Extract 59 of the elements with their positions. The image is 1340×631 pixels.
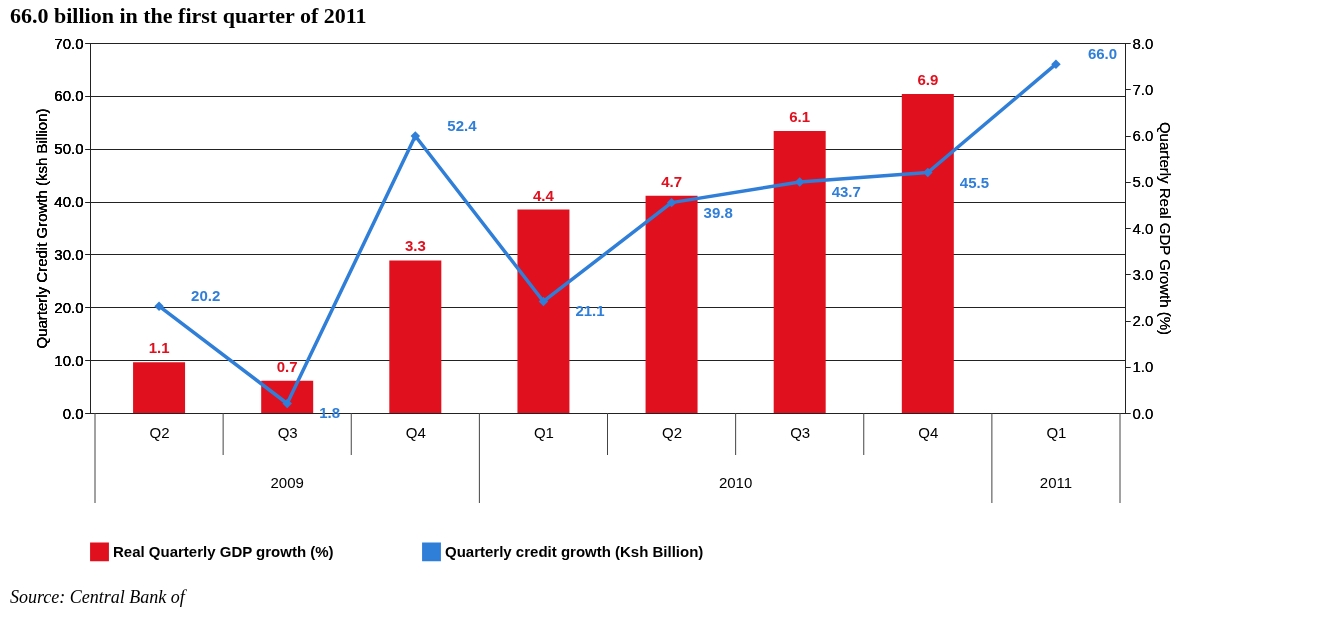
y-tick-label: 20.0	[54, 298, 84, 316]
y-tick-label: 40.0	[54, 193, 84, 211]
legend-label: Quarterly credit growth (Ksh Billion)	[445, 542, 704, 560]
y2-tick-label: 4.0	[1132, 219, 1154, 237]
x-tick-label: Q4	[918, 423, 939, 441]
data-label: 20.2	[191, 287, 221, 305]
legend-label: Real Quarterly GDP growth (%)	[113, 542, 334, 560]
y2-tick-label: 0.0	[1132, 404, 1154, 422]
x-tick-label: Q3	[790, 423, 811, 441]
x-tick-label: Q1	[533, 423, 554, 441]
y-tick-label: 10.0	[54, 351, 84, 369]
y-tick-label: 30.0	[54, 245, 84, 263]
point	[410, 131, 421, 141]
x-tick-label: Q1	[1046, 423, 1067, 441]
data-label: 1.1	[148, 339, 170, 357]
data-label: 0.7	[276, 357, 298, 375]
y2-tick-label: 5.0	[1132, 173, 1154, 191]
y2-tick-label: 7.0	[1132, 80, 1154, 98]
data-label: 43.7	[831, 183, 861, 201]
x-tick-label: Q4	[405, 423, 426, 441]
data-label: 45.5	[959, 173, 990, 191]
point	[666, 197, 677, 208]
text: 2011	[1039, 474, 1073, 491]
x-tick-label: Q2	[662, 423, 683, 441]
text: 2010	[718, 474, 753, 491]
y2-axis-title: Quarterly Real GDP Growth (%)	[1157, 121, 1175, 336]
bar	[517, 209, 570, 413]
data-label: 66.0	[1087, 45, 1118, 63]
y2-tick-label: 8.0	[1132, 34, 1154, 52]
point	[923, 167, 933, 178]
point	[154, 301, 164, 311]
data-label: 4.7	[661, 172, 682, 190]
y-tick-label: 50.0	[54, 140, 84, 158]
data-label: 52.4	[447, 117, 478, 135]
data-label: 4.4	[533, 186, 555, 204]
y-tick-label: 60.0	[54, 87, 84, 105]
point	[282, 398, 292, 409]
bar	[133, 362, 186, 413]
bar	[645, 195, 698, 413]
y2-tick-label: 2.0	[1132, 312, 1154, 329]
x-tick-label: Q3	[277, 423, 298, 441]
bar	[773, 130, 826, 413]
source-note: Source: Central Bank of	[10, 587, 188, 607]
y2-tick-label: 6.0	[1132, 127, 1154, 144]
data-label: 6.1	[789, 107, 811, 125]
text: 2009	[270, 474, 304, 491]
y2-tick-label: 1.0	[1132, 358, 1154, 376]
point	[538, 296, 549, 307]
bar	[389, 260, 442, 413]
data-label: 3.3	[404, 237, 426, 255]
y2-tick-label: 3.0	[1132, 265, 1154, 283]
data-label: 39.8	[703, 203, 733, 221]
x-tick-label: Q2	[149, 423, 170, 441]
y-tick-label: 0.0	[62, 404, 84, 422]
chart-title: 66.0 billion in the first quarter of 2011	[10, 3, 367, 28]
data-label: 6.9	[917, 70, 939, 88]
y-tick-label: 70.0	[54, 34, 84, 52]
bar	[901, 93, 954, 413]
y-axis-title: Quarterly Credit Growth (ksh Billion)	[33, 108, 51, 349]
